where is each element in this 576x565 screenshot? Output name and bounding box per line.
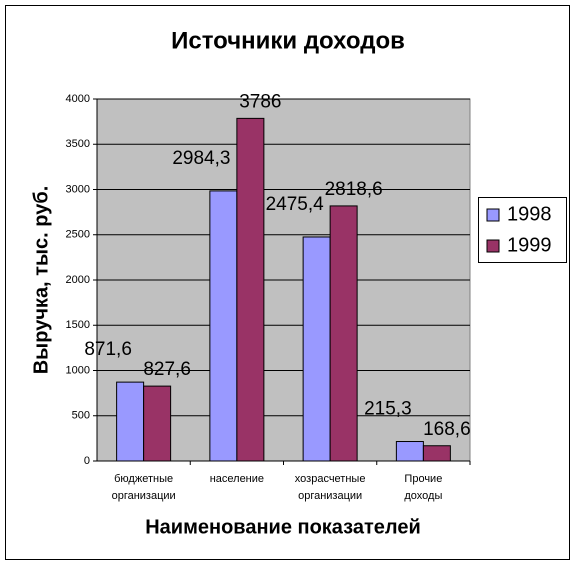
y-tick-label: 0 [84,455,90,467]
legend-label: 1999 [507,234,552,256]
bar [329,205,358,462]
bar [302,236,331,462]
y-tick-label: 500 [72,410,90,422]
x-tick-label: хозрасчетные [295,473,366,485]
value-label: 168,6 [423,419,471,440]
bar [143,385,172,462]
legend-swatch [486,208,500,222]
bar [395,441,424,462]
bar [116,381,145,462]
y-tick-label: 2500 [66,229,90,241]
value-label: 827,6 [143,359,191,380]
y-tick-label: 2000 [66,274,90,286]
bar [209,190,238,462]
y-axis-label: Выручка, тыс. руб. [30,186,52,375]
x-tick-label: бюджетные [114,473,173,485]
y-tick-label: 3500 [66,138,90,150]
bar [236,117,265,462]
legend-label: 1998 [507,203,552,225]
value-label: 2818,6 [325,179,383,200]
chart-title: Источники доходов [171,27,405,54]
value-label: 871,6 [84,339,132,360]
value-label: 2475,4 [266,194,325,215]
y-tick-label: 1500 [66,319,90,331]
y-tick-label: 1000 [66,364,90,376]
bar [422,445,451,462]
y-tick-label: 4000 [66,93,90,105]
x-tick-label: население [210,473,264,485]
x-tick-label: организации [112,490,176,502]
x-tick-label: доходы [404,490,442,502]
value-label: 3786 [239,91,281,112]
value-label: 2984,3 [172,148,230,169]
y-tick-label: 3000 [66,183,90,195]
x-tick-label: Прочие [404,473,442,485]
value-label: 215,3 [364,399,412,420]
legend-swatch [486,239,500,253]
x-axis-label: Наименование показателей [145,516,421,538]
x-tick-label: организации [298,490,362,502]
